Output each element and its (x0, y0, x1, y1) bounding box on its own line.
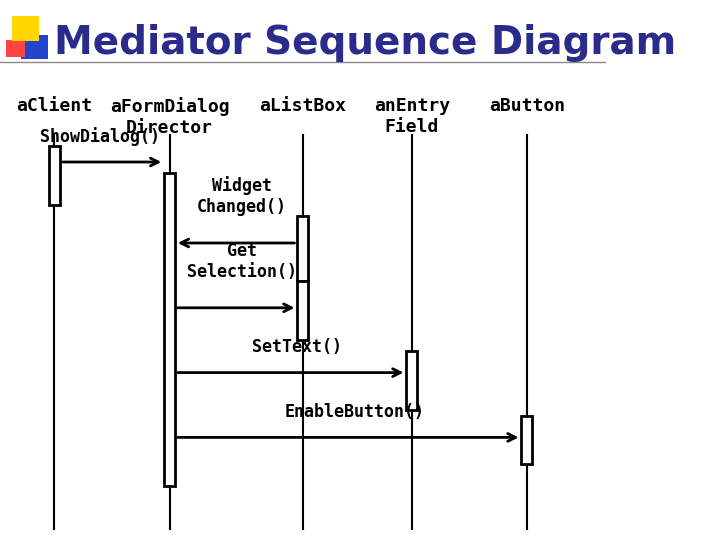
Bar (164, 173, 175, 486)
Text: SetText(): SetText() (252, 339, 342, 356)
Text: ShowDialog(): ShowDialog() (40, 127, 160, 146)
Bar (6, 40, 25, 57)
Text: EnableButton(): EnableButton() (284, 403, 424, 421)
Bar (297, 281, 308, 340)
Bar (406, 351, 417, 410)
Bar (49, 146, 60, 205)
Bar (12, 16, 40, 40)
Bar (297, 216, 308, 281)
Text: aClient: aClient (17, 97, 93, 115)
Text: aButton: aButton (489, 97, 565, 115)
Text: aListBox: aListBox (259, 97, 346, 115)
Text: Mediator Sequence Diagram: Mediator Sequence Diagram (55, 24, 677, 62)
Text: aFormDialog
Director: aFormDialog Director (109, 97, 230, 137)
Text: Get
Selection(): Get Selection() (187, 242, 297, 281)
Bar (21, 35, 48, 59)
Bar (521, 416, 532, 464)
Text: anEntry
Field: anEntry Field (374, 97, 450, 136)
Text: Widget
Changed(): Widget Changed() (197, 176, 287, 216)
